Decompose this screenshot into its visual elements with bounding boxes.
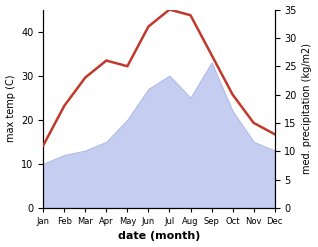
Y-axis label: max temp (C): max temp (C): [5, 75, 16, 143]
Y-axis label: med. precipitation (kg/m2): med. precipitation (kg/m2): [302, 43, 313, 174]
X-axis label: date (month): date (month): [118, 231, 200, 242]
